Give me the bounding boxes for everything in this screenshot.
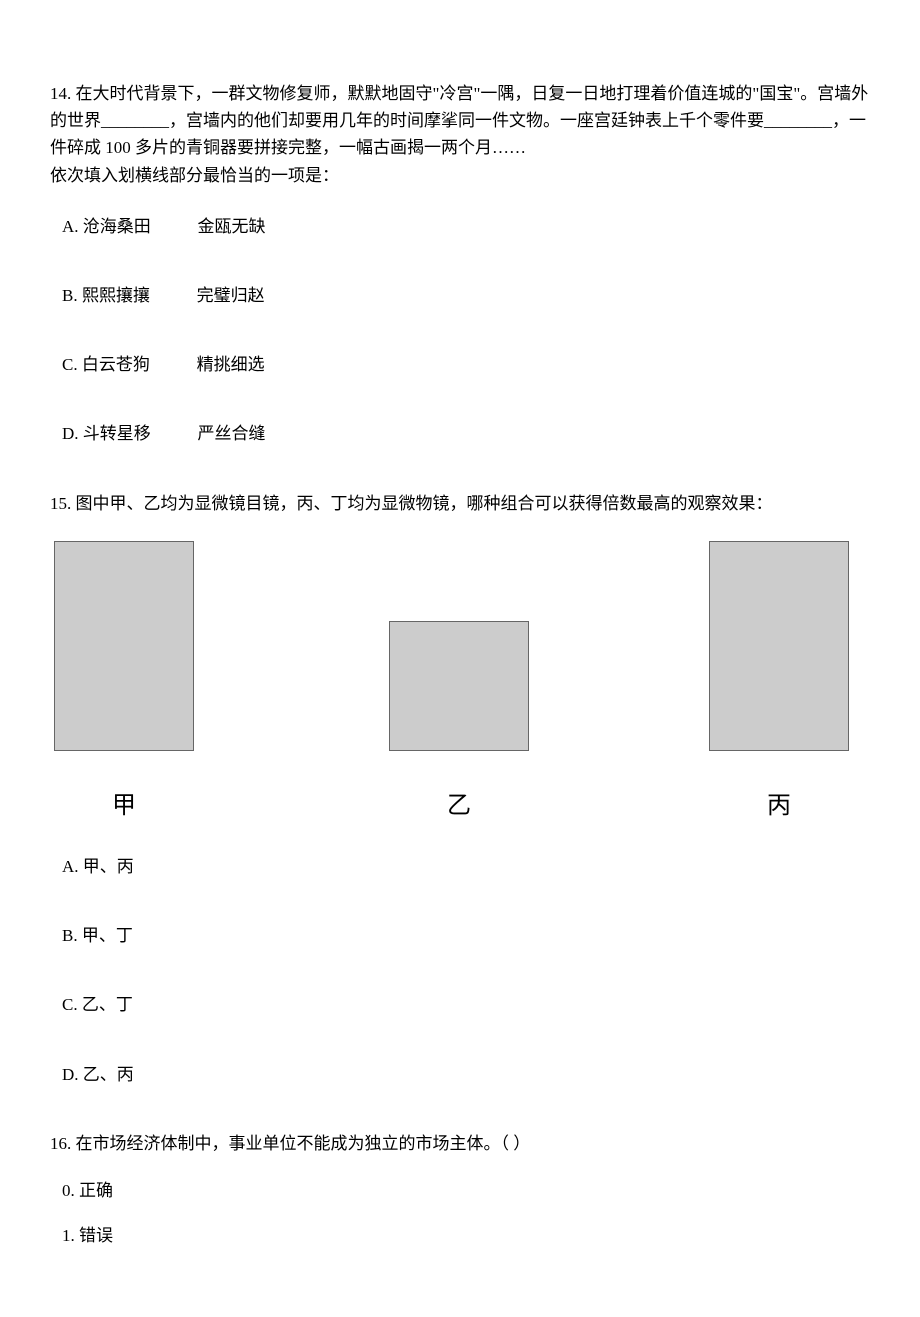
question-14-text: 在大时代背景下，一群文物修复师，默默地固守"冷宫"一隅，日复一日地打理着价值连城… — [50, 84, 868, 157]
option-a[interactable]: A. 甲、丙 — [62, 853, 870, 880]
option-1[interactable]: 1. 错误 — [62, 1222, 870, 1249]
diagram-rect-乙 — [389, 621, 529, 751]
diagram-item-甲: 甲 — [54, 541, 194, 825]
diagram-rect-甲 — [54, 541, 194, 751]
question-15: 15. 图中甲、乙均为显微镜目镜，丙、丁均为显微物镜，哪种组合可以获得倍数最高的… — [50, 490, 870, 1088]
diagram-item-乙: 乙 — [389, 621, 529, 825]
option-c[interactable]: C. 乙、丁 — [62, 991, 870, 1018]
question-15-options: A. 甲、丙 B. 甲、丁 C. 乙、丁 D. 乙、丙 — [50, 853, 870, 1088]
question-15-number: 15. — [50, 494, 71, 513]
question-15-text: 图中甲、乙均为显微镜目镜，丙、丁均为显微物镜，哪种组合可以获得倍数最高的观察效果… — [76, 494, 773, 513]
option-b[interactable]: B. 甲、丁 — [62, 922, 870, 949]
question-16-number: 16. — [50, 1134, 71, 1153]
option-c[interactable]: C. 白云苍狗 精挑细选 — [62, 351, 870, 378]
option-a[interactable]: A. 沧海桑田 金瓯无缺 — [62, 213, 870, 240]
option-b[interactable]: B. 熙熙攘攘 完璧归赵 — [62, 282, 870, 309]
question-15-stem: 15. 图中甲、乙均为显微镜目镜，丙、丁均为显微物镜，哪种组合可以获得倍数最高的… — [50, 490, 870, 517]
diagram-label-丙: 丙 — [767, 787, 791, 825]
question-16-text: 在市场经济体制中，事业单位不能成为独立的市场主体。（ ） — [76, 1134, 531, 1153]
question-16-options: 0. 正确 1. 错误 — [50, 1177, 870, 1249]
option-d[interactable]: D. 乙、丙 — [62, 1061, 870, 1088]
question-14-prompt: 依次填入划横线部分最恰当的一项是： — [50, 166, 339, 185]
question-16-stem: 16. 在市场经济体制中，事业单位不能成为独立的市场主体。（ ） — [50, 1130, 870, 1157]
diagram-rect-丙 — [709, 541, 849, 751]
question-14: 14. 在大时代背景下，一群文物修复师，默默地固守"冷宫"一隅，日复一日地打理着… — [50, 80, 870, 448]
question-14-stem: 14. 在大时代背景下，一群文物修复师，默默地固守"冷宫"一隅，日复一日地打理着… — [50, 80, 870, 189]
question-16: 16. 在市场经济体制中，事业单位不能成为独立的市场主体。（ ） 0. 正确 1… — [50, 1130, 870, 1250]
diagram-item-丙: 丙 — [709, 541, 849, 825]
option-d[interactable]: D. 斗转星移 严丝合缝 — [62, 420, 870, 447]
question-14-options: A. 沧海桑田 金瓯无缺 B. 熙熙攘攘 完璧归赵 C. 白云苍狗 精挑细选 D… — [50, 213, 870, 448]
question-14-number: 14. — [50, 84, 71, 103]
option-0[interactable]: 0. 正确 — [62, 1177, 870, 1204]
diagram-row: 甲乙丙 — [50, 541, 870, 825]
diagram-label-甲: 甲 — [112, 787, 136, 825]
diagram-label-乙: 乙 — [447, 787, 471, 825]
